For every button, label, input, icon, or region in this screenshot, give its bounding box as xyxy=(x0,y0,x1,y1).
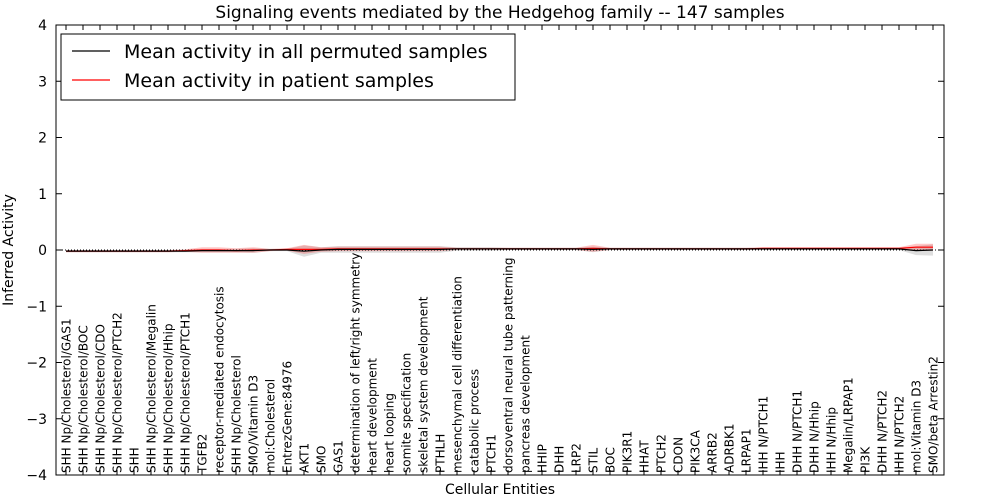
y-tick-label: 2 xyxy=(38,131,47,147)
x-tick-label: SMO/beta Arrestin2 xyxy=(927,356,941,473)
x-tick-label: skeletal system development xyxy=(417,296,431,473)
x-tick-label: SHH Np/Cholesterol/PTCH2 xyxy=(111,312,125,473)
y-tick-label: 4 xyxy=(38,18,47,34)
x-tick-label: BOC xyxy=(604,447,618,473)
x-tick-label: SHH Np/Cholesterol/GAS1 xyxy=(60,318,74,473)
x-tick-label: somite specification xyxy=(400,353,414,473)
x-tick-label: heart looping xyxy=(383,393,397,473)
x-tick-label: IHH xyxy=(774,451,788,473)
x-tick-label: DHH N/PTCH2 xyxy=(876,390,890,473)
x-tick-label: determination of left/right symmetry xyxy=(349,253,363,473)
x-tick-label: SMO/Vitamin D3 xyxy=(247,375,261,473)
y-tick-label: −4 xyxy=(26,468,47,484)
x-tick-label: mol:Vitamin D3 xyxy=(910,380,924,473)
series-line-0 xyxy=(66,248,934,252)
chart-title: Signaling events mediated by the Hedgeho… xyxy=(215,3,784,23)
x-tick-label: LRP2 xyxy=(570,443,584,473)
x-tick-label: PTHLH xyxy=(434,434,448,473)
x-tick-label: HHIP xyxy=(536,444,550,473)
x-tick-label: SHH Np/Cholesterol xyxy=(230,355,244,473)
x-tick-label: Megalin/LRPAP1 xyxy=(842,377,856,473)
x-tick-label: receptor-mediated endocytosis xyxy=(213,286,227,473)
x-tick-label: SHH Np/Cholesterol/Hhip xyxy=(162,324,176,473)
x-tick-label: DHH N/Hhip xyxy=(808,401,822,473)
y-tick-label: −2 xyxy=(26,356,47,372)
x-tick-label: HHAT xyxy=(638,440,652,473)
x-tick-label: CDON xyxy=(672,437,686,473)
series-lines xyxy=(66,246,934,252)
x-tick-label: LRPAP1 xyxy=(740,428,754,473)
x-tick-label: PIK3R1 xyxy=(621,431,635,473)
x-tick-label: DHH N/PTCH1 xyxy=(791,390,805,473)
x-tick-label: IHH N/PTCH2 xyxy=(893,396,907,473)
x-axis: SHH Np/Cholesterol/GAS1 SHH Np/Cholestero… xyxy=(60,25,941,475)
x-tick-label: EntrezGene:84976 xyxy=(281,361,295,473)
x-tick-label: STIL xyxy=(587,448,601,473)
legend-label-patient: Mean activity in patient samples xyxy=(124,70,434,92)
x-tick-label: PTCH2 xyxy=(655,434,669,473)
legend: Mean activity in all permuted samples Me… xyxy=(60,33,516,101)
x-tick-label: SHH Np/Cholesterol/Megalin xyxy=(145,304,159,473)
plot-frame xyxy=(55,24,945,476)
x-tick-label: heart development xyxy=(366,358,380,473)
x-tick-label: IHH N/PTCH1 xyxy=(757,396,771,473)
y-tick-label: −1 xyxy=(26,299,47,315)
x-tick-label: SMO xyxy=(315,446,329,473)
x-tick-label: mol:Cholesterol xyxy=(264,379,278,473)
x-tick-label: PI3K xyxy=(859,446,873,473)
x-tick-label: DHH xyxy=(553,446,567,473)
x-axis-label: Cellular Entities xyxy=(445,482,555,498)
y-tick-label: 1 xyxy=(38,187,47,203)
x-tick-label: pancreas development xyxy=(519,335,533,473)
y-tick-label: 0 xyxy=(38,243,47,259)
x-tick-label: TGFB2 xyxy=(196,434,210,474)
x-tick-label: IHH N/Hhip xyxy=(825,407,839,473)
x-tick-label: ADRBK1 xyxy=(723,423,737,473)
x-tick-label: ARRB2 xyxy=(706,432,720,473)
y-axis-label: Inferred Activity xyxy=(1,194,17,306)
y-tick-label: −3 xyxy=(26,412,47,428)
x-tick-label: dorsoventral neural tube patterning xyxy=(502,257,516,473)
y-tick-label: 3 xyxy=(38,74,47,90)
x-tick-label: GAS1 xyxy=(332,440,346,473)
legend-box xyxy=(60,33,516,101)
x-tick-label: PTCH1 xyxy=(485,434,499,473)
y-axis: −4 −3 −2 −1 0 1 2 3 4 xyxy=(26,18,944,484)
x-tick-label: PIK3CA xyxy=(689,429,703,473)
x-tick-label: mesenchymal cell differentiation xyxy=(451,276,465,473)
legend-label-permuted: Mean activity in all permuted samples xyxy=(124,41,487,63)
x-tick-label: SHH Np/Cholesterol/PTCH1 xyxy=(179,312,193,473)
x-tick-label: AKT1 xyxy=(298,443,312,473)
x-tick-label: SHH xyxy=(128,447,142,473)
x-tick-label: SHH Np/Cholesterol/BOC xyxy=(77,325,91,473)
x-tick-label: SHH Np/Cholesterol/CDO xyxy=(94,324,108,473)
x-tick-label: catabolic process xyxy=(468,369,482,473)
